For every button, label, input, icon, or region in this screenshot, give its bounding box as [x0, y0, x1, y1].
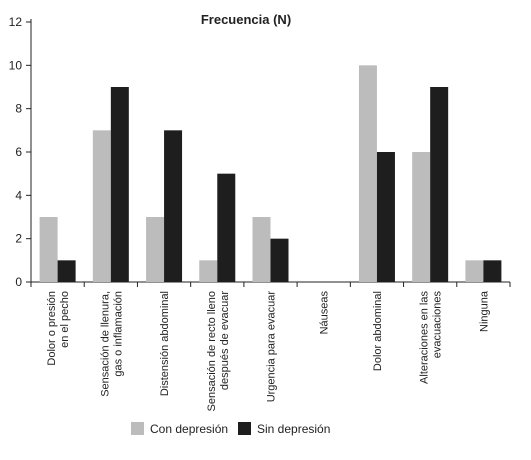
legend-label: Con depresión	[150, 422, 228, 436]
legend: Con depresión Sin depresión	[131, 422, 330, 436]
bar-con-depresion	[146, 217, 165, 282]
bar-sin-depresion	[57, 260, 76, 282]
y-tick-label: 10	[9, 58, 23, 72]
y-tick-label: 2	[15, 232, 22, 246]
bar-con-depresion	[465, 260, 484, 282]
legend-label: Sin depresión	[257, 422, 330, 436]
category-label: Sensación de llenura,gas o inflamación	[99, 291, 124, 397]
bar-sin-depresion	[270, 238, 289, 282]
bar-con-depresion	[199, 260, 218, 282]
legend-swatch	[131, 422, 144, 435]
bar-sin-depresion	[110, 87, 129, 282]
category-label: Urgencia para evacuar	[266, 291, 278, 403]
bar-con-depresion	[358, 65, 377, 282]
category-label: Distensión abdominal	[159, 291, 171, 396]
chart-title: Frecuencia (N)	[201, 12, 291, 27]
bar-sin-depresion	[430, 87, 449, 282]
bar-con-depresion	[412, 152, 431, 282]
category-label: Dolor abdominal	[372, 291, 384, 371]
legend-swatch	[238, 422, 251, 435]
category-label: Náuseas	[319, 291, 331, 335]
bar-sin-depresion	[217, 173, 236, 282]
bar-con-depresion	[39, 217, 58, 282]
category-label: Sensación de recto llenodespués de evacu…	[206, 291, 231, 412]
bar-sin-depresion	[483, 260, 502, 282]
y-tick-label: 4	[15, 188, 22, 202]
y-tick-label: 12	[9, 15, 23, 29]
bar-con-depresion	[92, 130, 111, 282]
bar-con-depresion	[252, 217, 271, 282]
y-tick-label: 0	[15, 275, 22, 289]
bar-sin-depresion	[376, 152, 395, 282]
y-tick-label: 6	[15, 145, 22, 159]
x-axis	[30, 281, 511, 287]
category-label: Ninguna	[478, 290, 490, 332]
y-axis: 0 2 4 6 8 10 12	[9, 15, 32, 289]
y-tick-label: 8	[15, 102, 22, 116]
category-labels: Dolor o presiónen el pecho Sensación de l…	[46, 290, 490, 411]
bars	[39, 65, 502, 282]
category-label: Alteraciones en lasevacuaciones	[419, 291, 444, 384]
bar-sin-depresion	[164, 130, 183, 282]
category-label: Dolor o presiónen el pecho	[46, 291, 71, 366]
